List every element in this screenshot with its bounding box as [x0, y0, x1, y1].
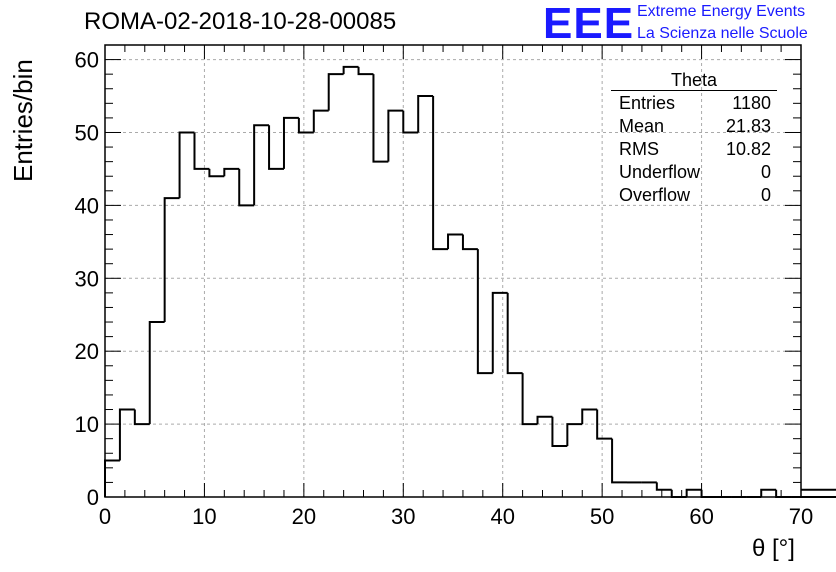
histogram-bin: [342, 65, 359, 75]
histogram-bin: [491, 291, 508, 374]
stats-label: Mean: [619, 116, 665, 136]
histogram-bin: [801, 488, 836, 491]
histogram-bin: [402, 110, 419, 134]
stats-label: Entries: [619, 93, 676, 113]
x-tick-label: 0: [99, 504, 111, 529]
histogram-bin: [282, 116, 299, 169]
histogram-bin: [178, 131, 195, 199]
y-tick-label: 0: [87, 485, 99, 510]
histogram-bin: [223, 167, 240, 177]
histogram-bin: [655, 482, 672, 491]
stats-row-overflow: Overflow 0: [611, 184, 777, 207]
stats-value: 10.82: [725, 139, 771, 159]
histogram-bin: [685, 488, 702, 497]
stats-label: RMS: [619, 139, 659, 159]
stats-row-underflow: Underflow 0: [611, 161, 777, 184]
histogram-bin: [551, 416, 568, 447]
plot-frame: [104, 44, 802, 498]
histogram-bin: [357, 66, 374, 76]
x-tick-label: 20: [292, 504, 316, 529]
histogram-bin: [611, 438, 627, 484]
x-tick-label: 40: [490, 504, 514, 529]
histogram-bin: [536, 415, 553, 425]
y-tick-label: 20: [75, 339, 99, 364]
stats-box: Theta Entries 1180 Mean 21.83 RMS 10.82 …: [611, 70, 777, 207]
x-tick-label: 10: [192, 504, 216, 529]
x-tick-label: 60: [689, 504, 713, 529]
stats-row-mean: Mean 21.83: [611, 115, 777, 138]
histogram-bin: [327, 73, 344, 111]
histogram-bin: [417, 95, 434, 133]
histogram-bin: [253, 124, 270, 206]
stats-value: 21.83: [725, 116, 771, 136]
histogram-bin: [193, 132, 210, 170]
histogram-bin: [700, 489, 717, 498]
histogram-bin: [476, 249, 493, 375]
histogram-bin: [670, 489, 687, 498]
x-tick-label: 70: [789, 504, 813, 529]
histogram-bin: [312, 109, 329, 133]
y-tick-label: 40: [75, 193, 99, 218]
eee-logo-line2: La Scienza nelle Scuole: [637, 25, 808, 42]
histogram-bin: [447, 233, 463, 250]
histogram-bin: [297, 117, 314, 134]
histogram-bin: [432, 96, 449, 251]
histogram-bin: [506, 292, 523, 375]
histogram-bin: [118, 408, 135, 461]
histogram-bin: [133, 409, 150, 426]
stats-title: Theta: [611, 70, 777, 91]
x-axis-label: θ [°]: [752, 535, 795, 562]
histogram-bin: [521, 373, 538, 426]
y-tick-label: 10: [75, 412, 99, 437]
stats-label: Overflow: [619, 185, 691, 205]
eee-logo-line1: Extreme Energy Events: [637, 3, 806, 20]
histogram-bin: [268, 125, 284, 170]
histogram-bin: [760, 488, 777, 497]
y-tick-label: 50: [75, 120, 99, 145]
histogram-bin: [775, 489, 792, 498]
histogram-bin: [581, 408, 598, 425]
eee-logo: EEE: [543, 0, 635, 48]
x-tick-label: 30: [391, 504, 415, 529]
y-tick-label: 60: [75, 48, 99, 73]
histogram-bin: [387, 109, 404, 162]
chart-title: ROMA-02-2018-10-28-00085: [84, 8, 397, 35]
histogram-bin: [163, 197, 180, 323]
histogram-bin: [238, 168, 255, 207]
histogram-bin: [372, 74, 389, 163]
stats-row-entries: Entries 1180: [611, 92, 777, 115]
stats-row-rms: RMS 10.82: [611, 138, 777, 161]
histogram-bin: [148, 321, 165, 425]
y-tick-label: 30: [75, 266, 99, 291]
histogram-bin: [596, 409, 613, 440]
y-axis-label: Entries/bin: [8, 59, 38, 182]
histogram-bin: [208, 168, 225, 178]
histogram-bin: [104, 459, 120, 497]
stats-value: 1180: [732, 93, 771, 113]
stats-value: 0: [760, 162, 771, 182]
histogram-bin: [566, 423, 583, 446]
stats-label: Underflow: [619, 162, 701, 182]
histogram-bin: [461, 234, 478, 251]
x-tick-label: 50: [590, 504, 614, 529]
stats-value: 0: [760, 185, 771, 205]
